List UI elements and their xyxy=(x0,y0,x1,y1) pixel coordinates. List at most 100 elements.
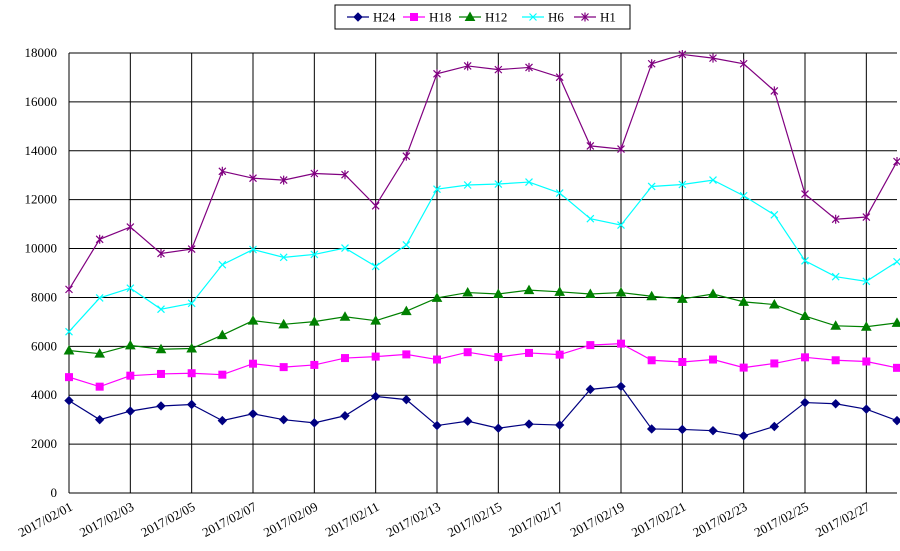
data-point-h6 xyxy=(249,245,257,254)
data-point-h12 xyxy=(523,284,535,295)
data-point-h12 xyxy=(278,318,290,329)
legend-marker xyxy=(410,13,418,21)
data-point-h24 xyxy=(708,425,718,436)
data-point-h12 xyxy=(186,343,198,353)
data-point-h6 xyxy=(555,189,564,197)
data-point-h12 xyxy=(462,287,474,297)
data-point-h18 xyxy=(770,359,779,368)
data-point-h18 xyxy=(463,348,472,357)
data-point-h1 xyxy=(831,214,840,224)
data-point-h6 xyxy=(218,260,227,269)
data-point-h24 xyxy=(769,421,780,432)
data-point-h18 xyxy=(525,348,533,357)
series-line-h6 xyxy=(68,179,898,333)
data-point-h1 xyxy=(862,212,871,222)
data-point-h24 xyxy=(340,411,350,421)
data-point-h18 xyxy=(586,341,595,350)
data-point-h24 xyxy=(800,397,810,408)
data-point-h1 xyxy=(739,59,748,69)
y-tick-label: 6000 xyxy=(31,338,57,353)
data-point-h6 xyxy=(371,262,380,271)
legend-entry-h1: H1 xyxy=(574,10,616,25)
series-lines xyxy=(63,49,900,441)
data-point-h6 xyxy=(494,180,503,188)
data-point-h18 xyxy=(371,352,380,361)
data-point-h24 xyxy=(462,416,473,426)
data-point-h6 xyxy=(678,180,687,189)
data-point-h24 xyxy=(861,404,872,414)
data-point-h6 xyxy=(801,256,809,265)
data-point-h1 xyxy=(494,65,503,75)
y-axis-ticks: 0 2000 4000 6000 8000 10000 12000 14000 16000 180… xyxy=(25,45,58,500)
data-point-h18 xyxy=(341,354,349,363)
data-point-h24 xyxy=(554,420,565,430)
data-point-h1 xyxy=(709,53,717,63)
series-line-h12 xyxy=(68,289,898,355)
data-point-h12 xyxy=(155,343,167,354)
data-point-h6 xyxy=(586,214,595,223)
legend-marker xyxy=(464,11,476,21)
series-h6 xyxy=(65,176,900,336)
legend: H24 H18 H12 H6 H1 xyxy=(334,4,631,30)
data-point-h12 xyxy=(339,311,351,321)
data-point-h6 xyxy=(770,210,779,219)
data-point-h1 xyxy=(893,157,900,167)
data-point-h1 xyxy=(617,144,625,154)
y-tick-label: 18000 xyxy=(25,45,58,60)
data-point-h12 xyxy=(891,317,900,327)
data-point-h6 xyxy=(65,327,73,336)
series-h24 xyxy=(64,381,900,441)
data-point-h12 xyxy=(400,305,412,316)
data-point-h24 xyxy=(248,409,258,419)
data-point-h12 xyxy=(799,310,811,321)
data-point-h12 xyxy=(738,296,750,306)
series-line-h24 xyxy=(68,385,898,437)
y-tick-label: 2000 xyxy=(31,436,57,451)
data-point-h1 xyxy=(647,59,656,69)
data-point-h18 xyxy=(279,363,288,372)
data-point-h6 xyxy=(463,181,472,189)
data-point-h18 xyxy=(126,371,135,380)
data-point-h1 xyxy=(218,166,227,176)
series-h1 xyxy=(65,49,900,294)
data-point-h18 xyxy=(249,359,257,368)
data-point-h6 xyxy=(126,284,135,293)
data-point-h24 xyxy=(278,414,289,425)
legend-marker xyxy=(353,12,363,22)
series-line-h18 xyxy=(68,343,898,388)
data-point-h18 xyxy=(893,363,900,372)
data-point-h1 xyxy=(249,173,257,183)
data-point-h1 xyxy=(463,61,472,71)
y-tick-label: 0 xyxy=(51,485,58,500)
data-point-h18 xyxy=(187,369,196,378)
y-tick-label: 14000 xyxy=(25,143,58,158)
data-point-h6 xyxy=(893,257,900,266)
data-point-h6 xyxy=(341,244,349,252)
legend-label: H6 xyxy=(548,10,564,25)
grid xyxy=(69,52,897,493)
data-point-h6 xyxy=(310,250,319,259)
data-point-h18 xyxy=(801,353,809,362)
data-point-h18 xyxy=(831,356,840,365)
data-point-h12 xyxy=(615,287,627,297)
data-point-h6 xyxy=(95,294,104,302)
data-point-h1 xyxy=(555,72,564,82)
legend-label: H1 xyxy=(600,10,616,25)
data-point-h24 xyxy=(738,431,749,441)
data-point-h1 xyxy=(678,49,687,59)
data-point-h1 xyxy=(402,151,411,161)
legend-label: H12 xyxy=(485,10,507,25)
data-point-h24 xyxy=(64,395,74,406)
data-point-h24 xyxy=(432,420,442,431)
data-point-h12 xyxy=(554,286,566,296)
data-point-h24 xyxy=(646,424,657,434)
data-point-h1 xyxy=(770,86,779,96)
legend-marker xyxy=(529,13,537,21)
data-point-h12 xyxy=(492,288,504,299)
data-point-h1 xyxy=(187,244,196,254)
data-point-h24 xyxy=(370,391,381,402)
data-point-h12 xyxy=(860,321,872,331)
data-point-h1 xyxy=(371,201,380,211)
data-point-h24 xyxy=(401,394,412,405)
